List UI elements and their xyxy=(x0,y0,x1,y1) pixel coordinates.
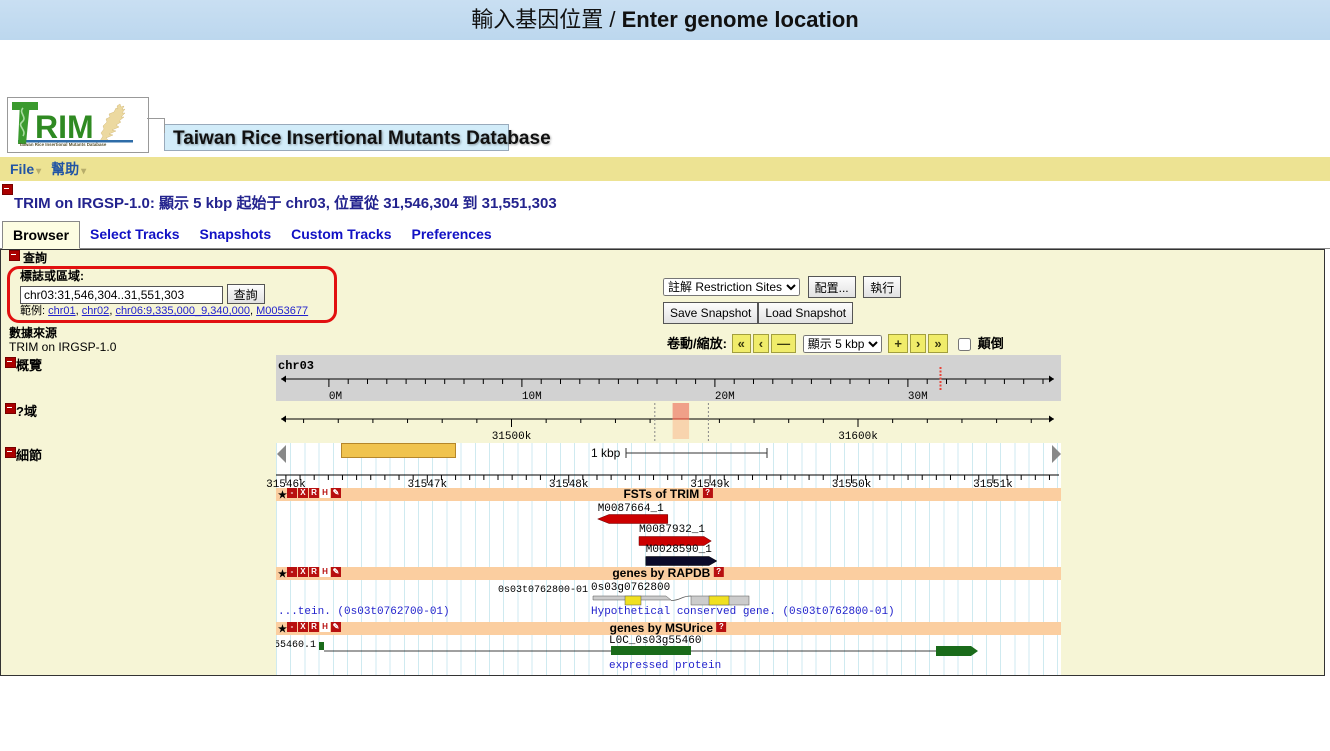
svg-text:30M: 30M xyxy=(908,391,928,401)
svg-text:M0087664_1: M0087664_1 xyxy=(598,503,664,515)
svg-text:M0087932_1: M0087932_1 xyxy=(639,524,705,536)
svg-text:chr03: chr03 xyxy=(278,359,314,373)
svg-text:0s03t0762800-01: 0s03t0762800-01 xyxy=(498,585,588,596)
svg-text:0s03g0762800: 0s03g0762800 xyxy=(591,582,670,594)
svg-text:L0C_0s03g55460: L0C_0s03g55460 xyxy=(609,635,701,647)
svg-text:20M: 20M xyxy=(715,391,735,401)
svg-text:...tein. (0s03t0762700-01): ...tein. (0s03t0762700-01) xyxy=(278,606,450,618)
svg-text:31500k: 31500k xyxy=(492,431,532,443)
svg-text:L0C_0s03g55460.1: L0C_0s03g55460.1 xyxy=(276,640,316,651)
svg-text:Taiwan Rice Insertional Mutant: Taiwan Rice Insertional Mutants Database xyxy=(19,142,107,147)
svg-text:M0028590_1: M0028590_1 xyxy=(646,544,712,556)
svg-text:10M: 10M xyxy=(522,391,542,401)
svg-text:Hypothetical conserved gene. (: Hypothetical conserved gene. (0s03t07628… xyxy=(591,606,895,618)
svg-text:expressed protein: expressed protein xyxy=(609,660,721,672)
svg-text:0M: 0M xyxy=(329,391,342,401)
svg-text:RIM: RIM xyxy=(35,109,94,145)
svg-text:31600k: 31600k xyxy=(838,431,878,443)
